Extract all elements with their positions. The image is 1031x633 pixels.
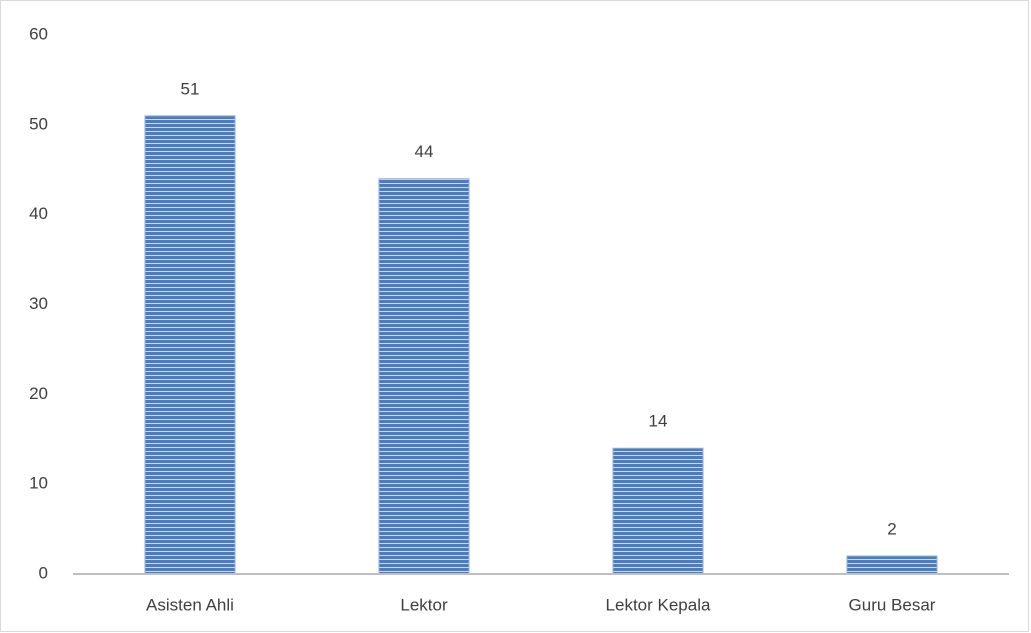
bar [144, 115, 236, 575]
y-tick-label: 0 [39, 563, 48, 582]
y-tick-label: 50 [29, 114, 48, 133]
x-tick-label: Asisten Ahli [146, 595, 234, 614]
bar [846, 555, 938, 575]
y-tick-label: 10 [29, 474, 48, 493]
y-tick-label: 30 [29, 294, 48, 313]
data-label: 51 [181, 79, 200, 98]
bar [612, 447, 704, 575]
x-tick-label: Guru Besar [849, 595, 936, 614]
y-tick-label: 40 [29, 204, 48, 223]
data-label: 44 [415, 142, 434, 161]
data-label: 2 [887, 520, 896, 539]
data-label: 14 [649, 412, 668, 431]
x-tick-label: Lektor [400, 595, 448, 614]
y-tick-label: 20 [29, 384, 48, 403]
bar [378, 178, 470, 575]
y-tick-label: 60 [29, 24, 48, 43]
x-tick-label: Lektor Kepala [606, 595, 711, 614]
